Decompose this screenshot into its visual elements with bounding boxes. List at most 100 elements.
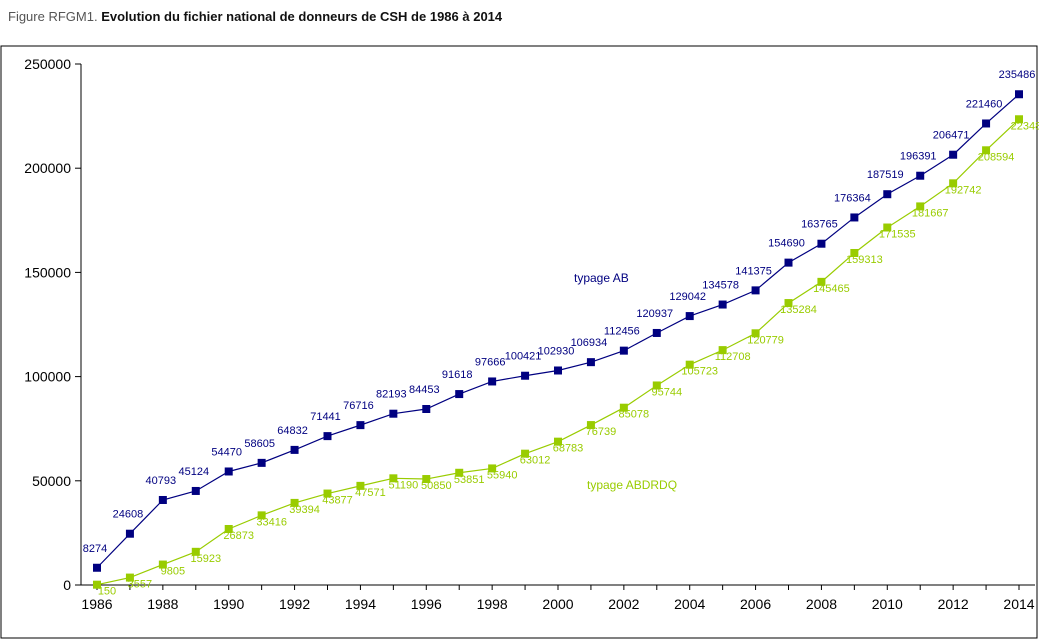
data-point [257,511,266,520]
data-point [455,390,464,399]
y-tick-label: 50000 [32,473,71,489]
x-tick-label: 2010 [872,596,903,612]
data-point [883,190,892,199]
data-label: 208594 [978,151,1015,163]
data-label: 102930 [538,345,575,357]
data-point [290,445,299,454]
data-label: 192742 [945,184,982,196]
data-point [718,300,727,309]
data-label: 176364 [834,192,871,204]
x-tick-label: 2012 [938,596,969,612]
data-label: 154690 [768,238,805,250]
data-point [982,119,991,128]
data-label: 84453 [409,384,440,396]
data-label: 54470 [211,446,242,458]
data-label: 187519 [867,169,904,181]
data-label: 45124 [178,466,209,478]
x-tick-label: 2002 [608,596,639,612]
data-label: 15923 [190,553,221,565]
data-point [521,449,530,458]
data-label: 76739 [586,426,617,438]
data-point [817,277,826,286]
data-point [949,150,958,159]
data-point [323,432,332,441]
data-point [850,213,859,222]
data-label: 145465 [813,283,850,295]
data-point [685,312,694,321]
data-point [652,381,661,390]
y-tick-label: 250000 [24,56,71,72]
data-point [93,580,101,589]
series-line [96,93,1020,569]
data-point [751,329,760,338]
data-point [224,524,233,533]
data-point [1015,115,1023,124]
data-label: 39394 [289,504,320,516]
x-tick-label: 2004 [674,596,705,612]
data-point [751,286,760,295]
data-label: 221460 [966,98,1003,110]
data-point [883,223,892,232]
data-label: 47571 [355,487,386,499]
data-label: 58605 [244,438,275,450]
data-label: 33416 [256,516,287,528]
data-point [586,421,595,430]
data-point [356,481,365,490]
x-tick-label: 1994 [345,596,376,612]
data-label: 91618 [442,369,473,381]
plot-area-frame [0,45,1038,639]
figure-title: Figure RFGM1. Evolution du fichier natio… [8,9,502,24]
data-point [191,547,200,556]
x-tick-label: 1996 [411,596,442,612]
data-point [224,467,233,476]
data-point [619,346,628,355]
data-point [323,489,332,498]
data-point [389,409,398,418]
data-label: 95744 [651,386,682,398]
data-point [257,458,266,467]
data-label: 112708 [715,351,751,363]
data-point [356,421,365,430]
data-label: 8274 [83,543,107,555]
figure-main-title: Evolution du fichier national de donneur… [101,9,503,24]
data-label: 135284 [780,304,817,316]
data-label: 112456 [604,326,640,338]
x-tick-label: 1986 [81,596,112,612]
data-label: 68783 [553,443,584,455]
data-label: 24608 [113,509,144,521]
series-name-label: typage ABDRDQ [587,478,677,492]
data-label: 51190 [388,479,418,491]
data-point [784,258,793,267]
data-label: 76716 [343,400,374,412]
data-label: 43877 [322,495,353,507]
data-point [488,464,497,473]
data-label: 134578 [702,280,739,292]
data-label: 163765 [801,219,838,231]
data-point [554,366,562,375]
data-label: 100421 [505,351,542,363]
data-label: 181667 [912,207,949,219]
y-tick-label: 0 [63,577,71,593]
data-label: 150 [98,586,116,598]
data-point [389,474,398,483]
data-point [916,202,925,211]
data-point [1015,90,1023,99]
data-label: 206471 [933,130,970,142]
data-point [290,498,299,507]
data-label: 9805 [161,566,185,578]
data-point [817,239,826,248]
data-point [158,560,167,569]
data-label: 129042 [669,291,706,303]
x-tick-label: 2014 [1003,596,1034,612]
data-point [652,328,661,337]
y-tick-label: 150000 [24,264,71,280]
x-tick-label: 2006 [740,596,771,612]
data-point [125,573,134,582]
data-label: 235486 [999,69,1036,81]
data-label: 196391 [900,151,937,163]
data-label: 120779 [747,334,784,346]
data-label: 50850 [421,480,452,492]
data-point [916,171,925,180]
data-point [718,346,727,355]
